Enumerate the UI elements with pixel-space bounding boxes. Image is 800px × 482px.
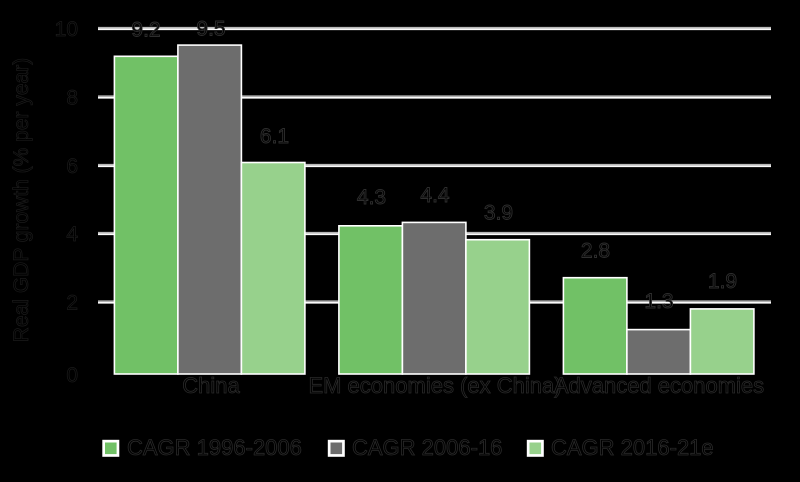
svg-text:2.8: 2.8: [581, 240, 610, 263]
svg-text:1.9: 1.9: [708, 270, 737, 293]
svg-text:2: 2: [66, 292, 78, 315]
svg-text:4: 4: [66, 223, 78, 246]
svg-text:EM economies (ex China): EM economies (ex China): [308, 373, 561, 398]
svg-text:4.4: 4.4: [420, 184, 450, 207]
svg-text:Real GDP growth (% per year): Real GDP growth (% per year): [10, 58, 33, 342]
svg-text:4.3: 4.3: [357, 186, 386, 209]
svg-text:8: 8: [66, 86, 78, 109]
svg-text:9.2: 9.2: [131, 19, 160, 42]
svg-text:CAGR 2006-16: CAGR 2006-16: [352, 435, 502, 460]
svg-text:CAGR 1996-2006: CAGR 1996-2006: [127, 435, 302, 460]
svg-text:3.9: 3.9: [484, 202, 513, 225]
svg-text:6.1: 6.1: [260, 125, 289, 148]
svg-text:9.5: 9.5: [196, 18, 225, 41]
svg-text:10: 10: [55, 18, 78, 41]
svg-text:1.3: 1.3: [644, 290, 673, 313]
svg-text:China: China: [182, 373, 240, 398]
svg-text:0: 0: [66, 364, 78, 387]
svg-text:6: 6: [66, 155, 78, 178]
svg-text:Advanced economies: Advanced economies: [554, 373, 764, 398]
svg-text:CAGR 2016-21e: CAGR 2016-21e: [551, 435, 714, 460]
